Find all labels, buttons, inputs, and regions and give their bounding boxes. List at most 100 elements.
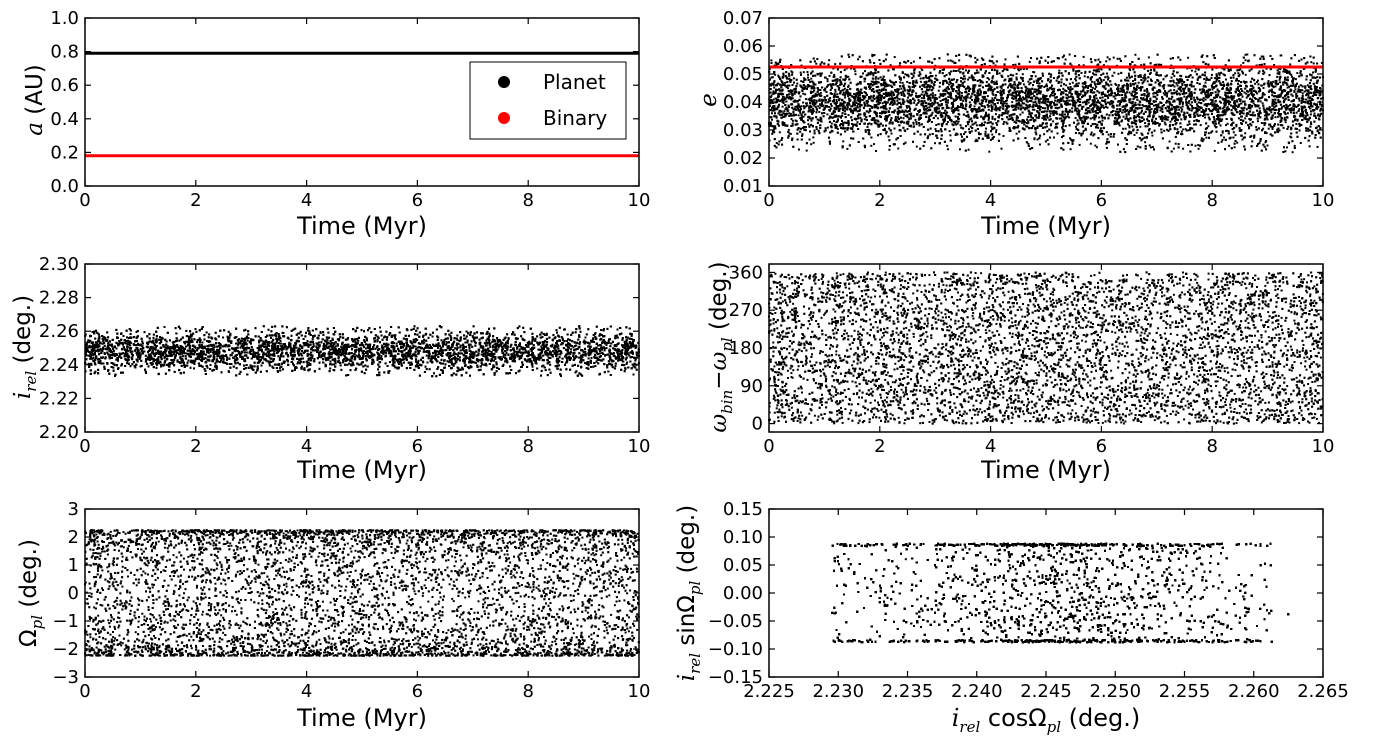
p2-point: [1025, 90, 1027, 92]
p2-point: [1298, 108, 1300, 110]
p2-point: [788, 129, 790, 131]
p2-point: [1188, 129, 1190, 131]
p2-point: [1257, 80, 1259, 82]
p2-point: [1258, 72, 1260, 74]
p2-point: [1116, 108, 1118, 110]
p2-point: [1069, 83, 1071, 85]
p2-point: [1201, 74, 1203, 76]
p2-point: [1152, 146, 1154, 148]
p2-point: [809, 139, 811, 141]
p2-point: [1181, 131, 1183, 133]
p3-xlabel: Time (Myr): [296, 456, 427, 484]
p2-point: [844, 97, 846, 99]
p2-point: [807, 119, 809, 121]
p2-point: [1310, 61, 1312, 63]
p2-point: [919, 71, 921, 73]
p1-xtick-label: 0: [79, 190, 90, 211]
p2-point: [1058, 70, 1060, 72]
p2-point: [1079, 144, 1081, 146]
p2-point: [1110, 84, 1112, 86]
p2-point: [1309, 145, 1311, 147]
p1-ytick-label: 1.0: [50, 8, 79, 29]
p2-point: [1088, 85, 1090, 87]
p2-point: [1261, 122, 1263, 124]
p2-point: [1090, 143, 1092, 145]
p2-point: [1252, 121, 1254, 123]
p2-point: [1191, 110, 1193, 112]
p2-point: [929, 106, 931, 108]
p2-point: [1033, 109, 1035, 111]
p2-point: [947, 96, 949, 98]
p2-point: [935, 128, 937, 130]
p2-ylabel: e: [696, 93, 722, 107]
p2-point: [947, 148, 949, 150]
p2-point: [1309, 129, 1311, 131]
p2-point: [1211, 113, 1213, 115]
p2-point: [1218, 122, 1220, 124]
p2-point: [869, 108, 871, 110]
p2-point: [1208, 108, 1210, 110]
p2-point: [1044, 107, 1046, 109]
p2-point: [1292, 124, 1294, 126]
p2-point: [938, 90, 940, 92]
p2-point: [1135, 107, 1137, 109]
p2-point: [1158, 116, 1160, 118]
p2-point: [958, 121, 960, 123]
p2-point: [877, 86, 879, 88]
p2-point: [827, 78, 829, 80]
p2-point: [870, 145, 872, 147]
p2-point: [885, 125, 887, 127]
p2-point: [1092, 117, 1094, 119]
p2-point: [1279, 79, 1281, 81]
p2-point: [1130, 102, 1132, 104]
p2-point: [893, 94, 895, 96]
p2-point: [894, 56, 896, 58]
p2-point: [1180, 118, 1182, 120]
p2-point: [1228, 130, 1230, 132]
p2-point: [1011, 101, 1013, 103]
p2-point: [897, 148, 899, 150]
p2-point: [976, 69, 978, 71]
p2-point: [1101, 115, 1103, 117]
p2-point: [787, 110, 789, 112]
p2-point: [947, 99, 949, 101]
p2-point: [1183, 96, 1185, 98]
p2-point: [992, 78, 994, 80]
p2-point: [773, 87, 775, 89]
p2-point: [1082, 102, 1084, 104]
p2-point: [1320, 98, 1322, 100]
p2-point: [956, 120, 958, 122]
p2-point: [1024, 121, 1026, 123]
p2-point: [1045, 119, 1047, 121]
p2-point: [1286, 146, 1288, 148]
p2-point: [908, 93, 910, 95]
p2-point: [1132, 80, 1134, 82]
p2-point: [1279, 81, 1281, 83]
p2-point: [864, 80, 866, 82]
p2-point: [837, 128, 839, 130]
p2-point: [1054, 100, 1056, 102]
p2-point: [993, 81, 995, 83]
p2-point: [772, 76, 774, 78]
p2-point: [1155, 118, 1157, 120]
p2-point: [1149, 144, 1151, 146]
p2-point: [932, 112, 934, 114]
p2-point: [848, 124, 850, 126]
p2-point: [916, 146, 918, 148]
p2-point: [790, 133, 792, 135]
p2-point: [1147, 80, 1149, 82]
p2-point: [1094, 119, 1096, 121]
p2-point: [995, 105, 997, 107]
p2-point: [1106, 131, 1108, 133]
p2-point: [1119, 124, 1121, 126]
p2-point: [1272, 81, 1274, 83]
p2-point: [946, 74, 948, 76]
p2-point: [1125, 113, 1127, 115]
p2-point: [978, 72, 980, 74]
p2-point: [1114, 98, 1116, 100]
p2-point: [986, 81, 988, 83]
p1-xtick-label: 4: [301, 190, 312, 211]
p2-point: [791, 115, 793, 117]
p2-point: [1050, 113, 1052, 115]
p2-point: [1299, 100, 1301, 102]
